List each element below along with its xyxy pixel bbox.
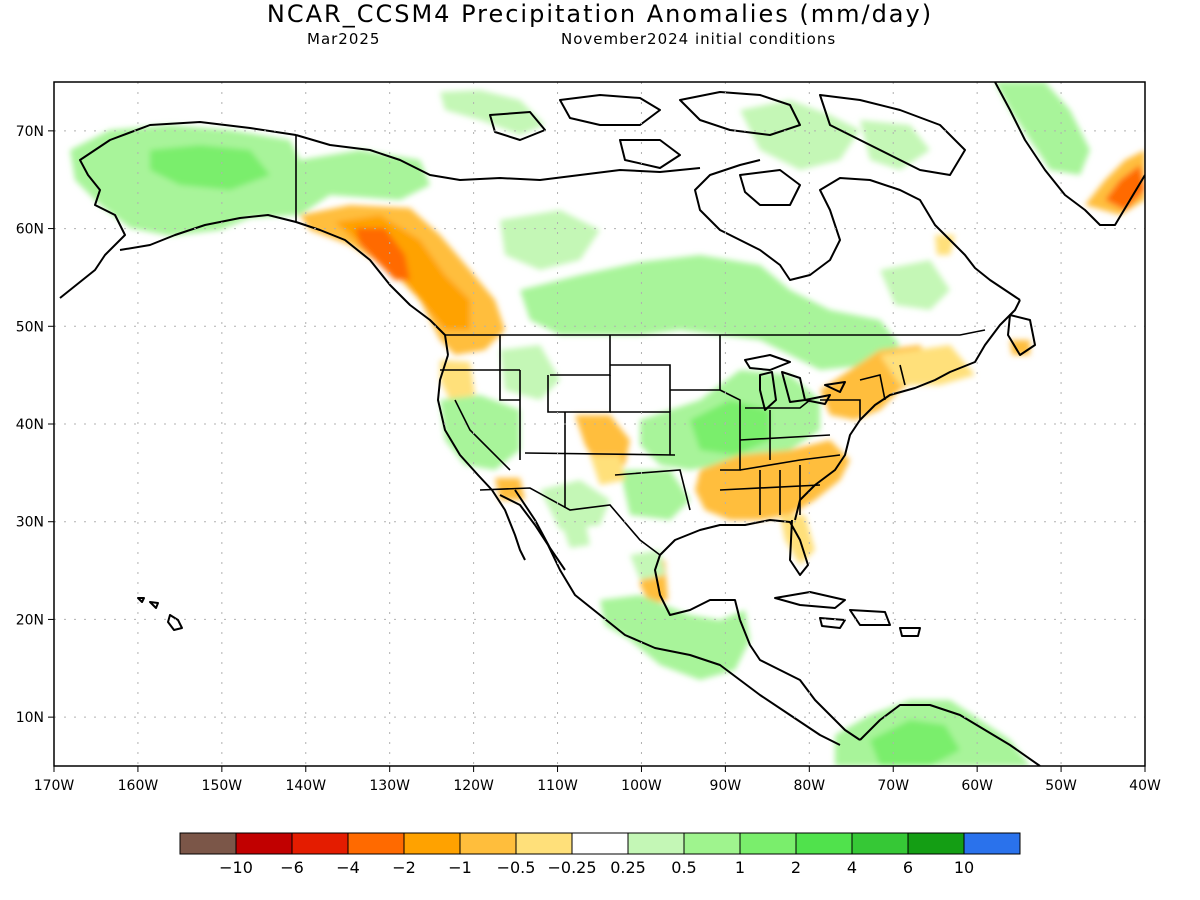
lon-tick-label: 170W	[34, 778, 75, 794]
colorbar-swatch	[739, 832, 797, 855]
lon-tick-label: 70W	[877, 778, 909, 794]
colorbar-swatch	[907, 832, 965, 855]
gridlines	[54, 82, 1145, 766]
colorbar-label: −10	[219, 858, 253, 877]
latitude-axis: 70N 60N 50N 40N 30N 20N 10N	[16, 124, 54, 726]
coastlines	[59, 82, 1145, 766]
initial-conditions: November2024 initial conditions	[561, 30, 837, 48]
colorbar-swatch	[347, 832, 405, 855]
southeast-dry-region	[695, 440, 850, 520]
forecast-month: Mar2025	[307, 30, 381, 48]
lat-tick-label: 20N	[16, 612, 44, 628]
lon-tick-label: 120W	[453, 778, 494, 794]
colorbar-label: −0.25	[547, 858, 596, 877]
lat-tick-label: 30N	[16, 515, 44, 531]
colorbar-label: −0.5	[497, 858, 536, 877]
colorbar-swatch	[459, 832, 517, 855]
lon-tick-label: 140W	[285, 778, 326, 794]
lat-tick-label: 50N	[16, 319, 44, 335]
colorbar-label: 0.5	[671, 858, 696, 877]
lat-tick-label: 10N	[16, 710, 44, 726]
map-title: NCAR_CCSM4 Precipitation Anomalies (mm/d…	[266, 0, 934, 28]
colorbar-label: 4	[847, 858, 857, 877]
colorbar: −10 −6 −4 −2 −1 −0.5 −0.25 0.25 0.5 1 2 4 6 10	[179, 832, 1021, 877]
colorbar-label: −6	[280, 858, 304, 877]
longitude-axis: 170W 160W 150W 140W 130W 120W 110W 100W 90W 80W 70…	[34, 766, 1161, 794]
central-canada-wet-region	[520, 255, 900, 370]
lon-tick-label: 90W	[710, 778, 742, 794]
lon-tick-label: 110W	[537, 778, 578, 794]
lon-tick-label: 80W	[793, 778, 825, 794]
colorbar-swatch	[179, 832, 237, 855]
lon-tick-label: 60W	[961, 778, 993, 794]
lon-tick-label: 130W	[369, 778, 410, 794]
colorbar-swatch	[291, 832, 349, 855]
colorbar-label: 0.25	[610, 858, 646, 877]
political-boundaries	[295, 135, 986, 556]
colorbar-label: 6	[903, 858, 913, 877]
colorbar-label: −2	[392, 858, 416, 877]
colorbar-swatch	[683, 832, 741, 855]
colorbar-swatch	[851, 832, 909, 855]
colorbar-swatch	[795, 832, 853, 855]
lon-tick-label: 150W	[202, 778, 243, 794]
lat-tick-label: 70N	[16, 124, 44, 140]
colorbar-swatch	[963, 832, 1021, 855]
colorbar-label: 2	[791, 858, 801, 877]
colorbar-swatch	[627, 832, 685, 855]
colorbar-label: 10	[954, 858, 974, 877]
colorbar-swatch	[515, 832, 573, 855]
colorbar-swatch	[403, 832, 461, 855]
lat-tick-label: 40N	[16, 417, 44, 433]
colorbar-label: −4	[336, 858, 360, 877]
lon-tick-label: 100W	[621, 778, 662, 794]
colorbar-label: −1	[448, 858, 472, 877]
mexico-wet-region	[600, 595, 750, 680]
colorbar-swatch	[571, 832, 629, 855]
lat-tick-label: 60N	[16, 222, 44, 238]
colorbar-swatch	[235, 832, 293, 855]
lon-tick-label: 40W	[1129, 778, 1161, 794]
anomaly-shading	[70, 82, 1145, 766]
lon-tick-label: 160W	[118, 778, 159, 794]
colorbar-label: 1	[735, 858, 745, 877]
lon-tick-label: 50W	[1045, 778, 1077, 794]
